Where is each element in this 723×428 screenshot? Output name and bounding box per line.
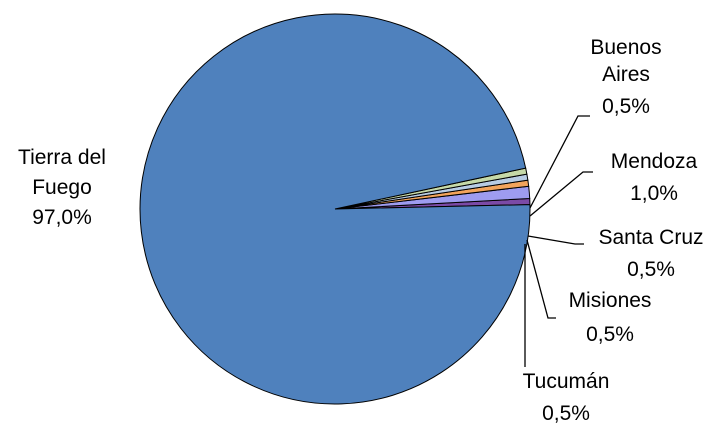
leader-line-0 <box>529 115 590 209</box>
slice-label-2-line-0: Santa Cruz <box>598 226 703 249</box>
slice-label-5-line-0: Tierra del <box>18 146 106 169</box>
slice-label-0-line-0: Buenos <box>590 36 661 59</box>
slice-label-4-line-0: Tucumán <box>523 370 610 393</box>
slice-value-3: 0,5% <box>586 323 634 346</box>
slice-label-3-line-0: Misiones <box>569 289 652 312</box>
slice-value-5: 97,0% <box>32 206 92 229</box>
pie-slices <box>139 13 531 405</box>
leader-lines <box>524 115 593 367</box>
leader-line-1 <box>529 171 593 217</box>
slice-label-1-line-0: Mendoza <box>611 150 698 173</box>
slice-value-0: 0,5% <box>602 95 650 118</box>
slice-labels: Buenos Aires 0,5% Mendoza 1,0% Santa Cruz 0,5%… <box>18 36 703 425</box>
slice-label-5-line-1: Fuego <box>32 176 92 199</box>
leader-line-3 <box>526 239 556 319</box>
leader-line-2 <box>527 235 584 245</box>
pie-slice-5 <box>139 13 531 405</box>
slice-label-0-line-1: Aires <box>602 63 650 86</box>
slice-value-1: 1,0% <box>630 182 678 205</box>
slice-value-2: 0,5% <box>627 258 675 281</box>
slice-value-4: 0,5% <box>542 402 590 425</box>
